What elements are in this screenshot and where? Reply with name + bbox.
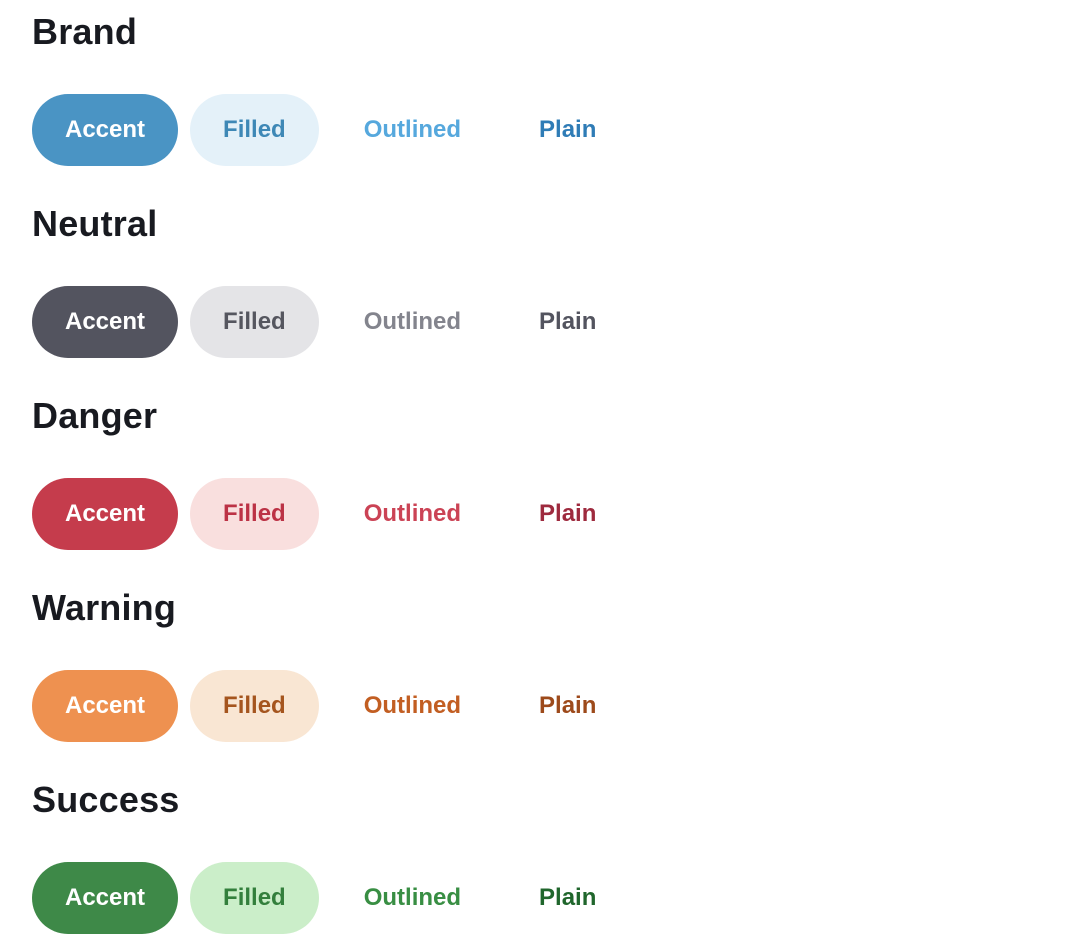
warning-button-row: Accent Filled Outlined Plain — [32, 670, 1090, 742]
warning-accent-button[interactable]: Accent — [32, 670, 179, 742]
danger-filled-button[interactable]: Filled — [190, 478, 319, 550]
neutral-filled-button[interactable]: Filled — [190, 286, 319, 358]
warning-section-title: Warning — [32, 587, 177, 628]
brand-button-row: Accent Filled Outlined Plain — [32, 94, 1090, 166]
brand-plain-button[interactable]: Plain — [506, 94, 629, 166]
danger-outlined-button[interactable]: Outlined — [331, 478, 494, 550]
danger-section: Danger Accent Filled Outlined Plain — [32, 394, 1090, 550]
brand-outlined-button[interactable]: Outlined — [331, 94, 494, 166]
success-plain-button[interactable]: Plain — [506, 862, 629, 934]
success-section-title: Success — [32, 779, 180, 820]
neutral-section: Neutral Accent Filled Outlined Plain — [32, 202, 1090, 358]
neutral-section-title: Neutral — [32, 203, 158, 244]
neutral-outlined-button[interactable]: Outlined — [331, 286, 494, 358]
neutral-accent-button[interactable]: Accent — [32, 286, 179, 358]
warning-filled-button[interactable]: Filled — [190, 670, 319, 742]
danger-accent-button[interactable]: Accent — [32, 478, 179, 550]
brand-filled-button[interactable]: Filled — [190, 94, 319, 166]
neutral-plain-button[interactable]: Plain — [506, 286, 629, 358]
danger-plain-button[interactable]: Plain — [506, 478, 629, 550]
success-accent-button[interactable]: Accent — [32, 862, 179, 934]
button-variant-showcase: Brand Accent Filled Outlined Plain Neutral … — [32, 10, 1090, 934]
warning-plain-button[interactable]: Plain — [506, 670, 629, 742]
brand-accent-button[interactable]: Accent — [32, 94, 179, 166]
warning-outlined-button[interactable]: Outlined — [331, 670, 494, 742]
success-filled-button[interactable]: Filled — [190, 862, 319, 934]
success-outlined-button[interactable]: Outlined — [331, 862, 494, 934]
danger-section-title: Danger — [32, 395, 158, 436]
neutral-button-row: Accent Filled Outlined Plain — [32, 286, 1090, 358]
success-button-row: Accent Filled Outlined Plain — [32, 862, 1090, 934]
danger-button-row: Accent Filled Outlined Plain — [32, 478, 1090, 550]
brand-section: Brand Accent Filled Outlined Plain — [32, 10, 1090, 166]
success-section: Success Accent Filled Outlined Plain — [32, 778, 1090, 934]
brand-section-title: Brand — [32, 11, 138, 52]
warning-section: Warning Accent Filled Outlined Plain — [32, 586, 1090, 742]
